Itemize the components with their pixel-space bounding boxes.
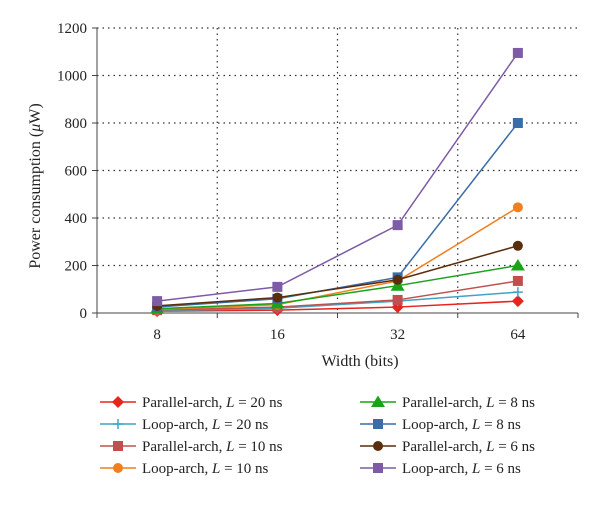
y-tick-label: 800 <box>65 116 88 132</box>
legend-item: Loop-arch, L = 20 ns <box>100 417 269 433</box>
legend-label-prefix: Parallel-arch, <box>142 395 226 411</box>
legend-label-var: L <box>211 461 220 477</box>
legend-label-prefix: Parallel-arch, <box>402 439 486 455</box>
legend-label-suffix: = 6 ns <box>494 439 535 455</box>
axes <box>92 27 579 318</box>
data-point <box>511 295 524 308</box>
series-8 <box>152 47 523 307</box>
y-tick-label: 1200 <box>57 21 87 37</box>
legend-label: Loop-arch, L = 10 ns <box>142 461 269 477</box>
legend-label-var: L <box>485 395 494 411</box>
series-5 <box>150 259 525 314</box>
legend-marker <box>373 463 383 473</box>
legend-label-prefix: Loop-arch, <box>402 417 472 433</box>
y-axis-title-prefix: Power consumption ( <box>27 132 44 269</box>
data-point <box>272 292 283 303</box>
legend-label: Loop-arch, L = 20 ns <box>142 417 269 433</box>
legend-label-suffix: = 10 ns <box>220 461 268 477</box>
legend-label-suffix: = 6 ns <box>480 461 521 477</box>
y-tick-label: 0 <box>80 306 88 322</box>
legend-label-var: L <box>485 439 494 455</box>
x-tick-label: 64 <box>510 327 526 343</box>
series-line <box>157 291 518 312</box>
x-axis-title: Width (bits) <box>321 353 398 370</box>
series-line <box>157 300 518 312</box>
data-point <box>512 275 523 286</box>
y-axis-title-mu: μ <box>27 124 44 133</box>
x-tick-label: 16 <box>270 327 286 343</box>
data-point <box>392 220 403 231</box>
legend-label-var: L <box>211 417 220 433</box>
legend-marker <box>113 441 123 451</box>
series-line <box>157 280 518 311</box>
series-line <box>157 206 519 311</box>
legend-item: Parallel-arch, L = 6 ns <box>360 439 535 455</box>
legend-label-suffix: = 10 ns <box>234 439 282 455</box>
y-tick-label: 600 <box>65 164 88 180</box>
legend-label: Parallel-arch, L = 6 ns <box>402 439 535 455</box>
legend-label-prefix: Parallel-arch, <box>142 439 226 455</box>
grid <box>97 27 578 313</box>
legend-label-prefix: Parallel-arch, <box>402 395 486 411</box>
legend-marker <box>373 419 383 429</box>
legend-label: Parallel-arch, L = 20 ns <box>142 395 283 411</box>
legend-item: Loop-arch, L = 10 ns <box>100 461 269 477</box>
legend-label: Parallel-arch, L = 10 ns <box>142 439 283 455</box>
legend-marker <box>373 441 383 451</box>
data-point <box>392 274 403 285</box>
y-tick-label: 1000 <box>57 69 87 85</box>
legend-item: Parallel-arch, L = 8 ns <box>360 395 535 411</box>
x-tick-label: 32 <box>390 327 405 343</box>
data-point <box>512 47 523 58</box>
legend-item: Parallel-arch, L = 20 ns <box>100 395 283 411</box>
legend-marker <box>112 396 124 408</box>
data-point <box>512 118 523 128</box>
legend-label-prefix: Loop-arch, <box>142 417 212 433</box>
legend-label: Loop-arch, L = 8 ns <box>402 417 521 433</box>
y-axis-title-unit: W) <box>27 103 44 123</box>
legend-label-suffix: = 20 ns <box>220 417 268 433</box>
legend-label-prefix: Loop-arch, <box>142 461 212 477</box>
series-line <box>157 245 519 307</box>
legend-label-prefix: Loop-arch, <box>402 461 472 477</box>
data-point <box>392 294 403 305</box>
legend-label-suffix: = 20 ns <box>234 395 282 411</box>
legend-item: Loop-arch, L = 8 ns <box>360 417 521 433</box>
legend-label-var: L <box>225 395 234 411</box>
y-tick-label: 400 <box>65 211 88 227</box>
legend-label-suffix: = 8 ns <box>494 395 535 411</box>
data-point <box>152 296 163 307</box>
legend-label-suffix: = 8 ns <box>480 417 521 433</box>
tick-labels: 0 200 400 600 800 1000 1200 8 16 32 64 <box>57 21 526 343</box>
y-axis-title: Power consumption (μW) <box>27 103 44 268</box>
legend-label-var: L <box>225 439 234 455</box>
series-layer <box>150 47 525 318</box>
legend-label-var: L <box>471 461 480 477</box>
data-point <box>512 287 523 298</box>
legend-item: Parallel-arch, L = 10 ns <box>100 439 283 455</box>
y-tick-label: 200 <box>65 259 88 275</box>
data-point <box>512 202 523 213</box>
legend-item: Loop-arch, L = 6 ns <box>360 461 521 477</box>
legend-marker <box>113 419 123 429</box>
legend-label: Parallel-arch, L = 8 ns <box>402 395 535 411</box>
x-tick-label: 8 <box>153 327 161 343</box>
data-point <box>390 279 405 291</box>
legend-label: Loop-arch, L = 6 ns <box>402 461 521 477</box>
data-point <box>272 281 283 292</box>
legend-marker <box>371 395 385 407</box>
series-line <box>157 264 518 310</box>
data-point <box>512 240 523 251</box>
legend-label-var: L <box>471 417 480 433</box>
series-line <box>157 52 519 302</box>
data-point <box>510 259 525 271</box>
legend-marker <box>113 463 123 473</box>
